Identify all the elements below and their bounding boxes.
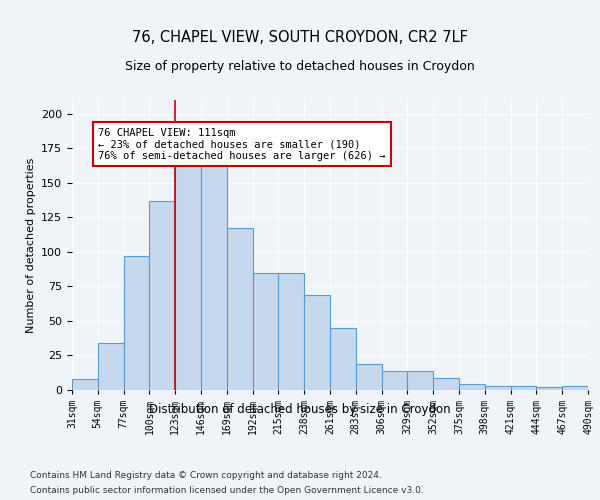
Bar [72,379,98,390]
Text: Size of property relative to detached houses in Croydon: Size of property relative to detached ho… [125,60,475,73]
Text: 76 CHAPEL VIEW: 111sqm
← 23% of detached houses are smaller (190)
76% of semi-de: 76 CHAPEL VIEW: 111sqm ← 23% of detached… [98,128,385,161]
Bar [175,162,201,390]
Text: Distribution of detached houses by size in Croydon: Distribution of detached houses by size … [149,402,451,415]
Bar [407,370,433,390]
Bar [562,386,588,390]
Bar [485,386,511,390]
Bar [356,364,382,390]
Y-axis label: Number of detached properties: Number of detached properties [26,158,35,332]
Bar [511,386,536,390]
Text: 76, CHAPEL VIEW, SOUTH CROYDON, CR2 7LF: 76, CHAPEL VIEW, SOUTH CROYDON, CR2 7LF [132,30,468,45]
Bar [304,294,330,390]
Bar [149,201,175,390]
Bar [536,387,562,390]
Text: Contains public sector information licensed under the Open Government Licence v3: Contains public sector information licen… [30,486,424,495]
Bar [459,384,485,390]
Bar [124,256,149,390]
Bar [201,162,227,390]
Bar [253,272,278,390]
Bar [98,343,124,390]
Bar [433,378,459,390]
Bar [330,328,356,390]
Bar [278,272,304,390]
Text: Contains HM Land Registry data © Crown copyright and database right 2024.: Contains HM Land Registry data © Crown c… [30,471,382,480]
Bar [227,228,253,390]
Bar [382,370,407,390]
